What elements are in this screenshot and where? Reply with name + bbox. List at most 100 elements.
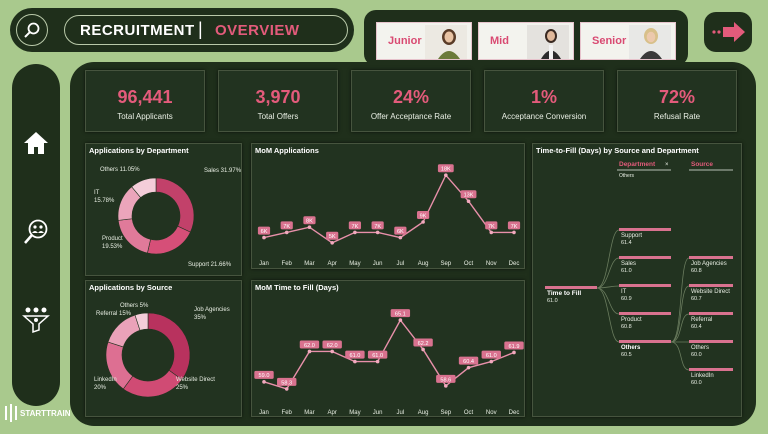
data-label-box (280, 221, 293, 230)
x-tick-label: Feb (282, 410, 293, 416)
chart-title: Applications by Department (89, 146, 189, 155)
mid-photo (527, 25, 569, 59)
home-icon[interactable] (23, 130, 49, 156)
title-bar: RECRUITMENT | OVERVIEW (10, 8, 354, 52)
data-point (353, 230, 357, 235)
level-label: Junior (388, 35, 422, 47)
data-point (512, 230, 516, 235)
data-label-box (390, 309, 411, 318)
department-value: 60.5 (621, 352, 632, 358)
source-bar (689, 312, 733, 315)
source-name: Others (691, 345, 709, 351)
data-label-box (460, 190, 477, 199)
slice-label: 20% (94, 385, 107, 391)
source-value: 60.7 (691, 296, 702, 302)
data-point (375, 359, 380, 364)
level-button-mid[interactable]: Mid (478, 22, 574, 60)
data-label: 7K (511, 224, 518, 230)
next-page-button[interactable] (704, 12, 752, 52)
source-bar (689, 368, 733, 371)
funnel-people-icon[interactable] (22, 306, 50, 334)
kpi-label: Total Offers (257, 112, 299, 121)
brand-logo: STARTTRAIN (4, 404, 71, 422)
data-label-box (299, 340, 320, 349)
kpi-value: 1% (530, 87, 557, 107)
data-label: 58.6 (440, 377, 451, 383)
level-button-junior[interactable]: Junior (376, 22, 472, 60)
donut-slice (131, 177, 157, 198)
data-label: 7K (488, 224, 495, 230)
x-tick-label: Jun (373, 261, 383, 267)
data-point (489, 359, 494, 364)
sidebar (12, 64, 60, 406)
brand-name: STARTTRAIN (20, 408, 71, 418)
kpi-label: Offer Acceptance Rate (370, 112, 452, 121)
x-tick-label: Oct (464, 261, 474, 267)
data-label: 61.0 (349, 353, 360, 359)
x-tick-label: Oct (464, 410, 474, 416)
data-label-box (345, 350, 365, 359)
slice-label: Product (102, 236, 123, 242)
data-label: 65.1 (395, 312, 406, 318)
data-point (284, 387, 289, 391)
data-point (489, 230, 494, 235)
slice-label: LinkedIn (94, 377, 117, 383)
data-label-box (413, 338, 433, 347)
chart-title: Applications by Source (89, 283, 173, 292)
data-point (421, 347, 425, 352)
data-point (466, 199, 471, 203)
search-button[interactable] (16, 14, 48, 46)
data-label: 62.0 (327, 343, 338, 349)
department-bar (619, 312, 671, 315)
data-point (307, 225, 312, 229)
panel-mom-applications: MoM Applications 6K Jan 7K Feb 8K Mar 5K Apr 7K M… (251, 143, 525, 269)
department-bar (619, 228, 671, 231)
department-name: Sales (621, 261, 636, 267)
data-label: 7K (374, 224, 381, 230)
tree-connector (596, 229, 620, 289)
recruitment-search-icon[interactable] (22, 218, 50, 246)
level-button-senior[interactable]: Senior (580, 22, 676, 60)
panel-applications-by-source: Applications by Source Job Agencies 35% We… (85, 280, 242, 417)
data-point (512, 350, 516, 355)
data-label-box (254, 370, 274, 379)
donut-slice (117, 218, 151, 254)
data-point (330, 349, 334, 354)
department-name: IT (621, 289, 627, 295)
x-tick-label: Feb (282, 261, 293, 267)
donut-slice (134, 312, 149, 331)
data-label: 60.4 (463, 359, 474, 365)
x-tick-label: Mar (304, 410, 314, 416)
line-chart-time-to-fill: 59.0 Jan 58.3 Feb 62.0 Mar 62.0 Apr 61.0 May 61.0 J… (254, 309, 524, 416)
department-bar (619, 284, 671, 287)
kpi-acceptance-conversion: 1% Acceptance Conversion (484, 70, 604, 132)
data-label: 7K (351, 224, 358, 230)
tree-connector (596, 287, 620, 343)
chart-title: Time-to-Fill (Days) by Source and Depart… (536, 146, 699, 155)
department-bar (619, 256, 671, 259)
tree-connector (670, 257, 690, 343)
source-bar (689, 340, 733, 343)
slice-label: 25% (176, 385, 189, 391)
data-label: 62.0 (304, 343, 315, 349)
source-name: Referral (691, 317, 712, 323)
tree-connector (596, 285, 620, 289)
x-tick-label: Jan (259, 261, 269, 267)
kpi-label: Total Applicants (117, 112, 173, 121)
source-value: 60.4 (691, 324, 702, 330)
tree-connector (670, 341, 690, 371)
donut-slice (147, 225, 191, 255)
slice-label: 19.53% (102, 244, 123, 250)
x-tick-label: May (349, 410, 360, 416)
kpi-refusal-rate: 72% Refusal Rate (617, 70, 737, 132)
data-point (375, 230, 380, 235)
x-tick-label: Sep (440, 410, 451, 416)
data-label-box (326, 231, 339, 240)
data-label-box (416, 211, 430, 219)
x-tick-label: Apr (328, 261, 337, 267)
data-point (307, 349, 312, 354)
chart-title: MoM Time to Fill (Days) (255, 283, 339, 292)
source-name: Website Direct (691, 289, 730, 295)
department-name: Others (621, 345, 641, 351)
